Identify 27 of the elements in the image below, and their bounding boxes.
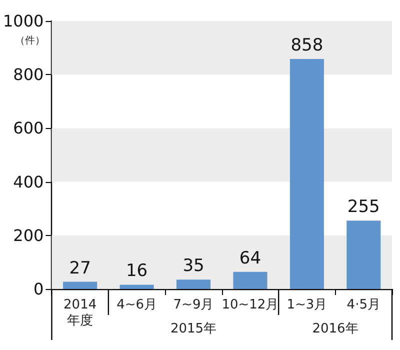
text: 2015年 xyxy=(170,322,217,336)
x-tick-label: 4~6月 xyxy=(116,298,158,312)
y-axis-title: （件） xyxy=(15,36,45,46)
x-tick-label: 2014 年度 xyxy=(64,298,97,328)
data-label: 27 xyxy=(69,258,91,278)
data-label: 255 xyxy=(347,197,380,218)
x-tick-label: 7~9月 xyxy=(173,298,214,312)
y-tick-label: 600 xyxy=(13,118,44,138)
y-tick-label: 1000 xyxy=(3,12,44,30)
x-tick-label: 4·5月 xyxy=(346,298,380,312)
y-tick-label: 200 xyxy=(13,226,44,245)
x-tick-label: 10~12月 xyxy=(222,298,279,312)
bar xyxy=(176,280,211,289)
bar xyxy=(120,284,154,289)
y-tick-label: 800 xyxy=(13,65,44,84)
bar xyxy=(290,59,324,289)
data-label: 16 xyxy=(126,261,148,282)
bar xyxy=(346,220,381,289)
data-label: 858 xyxy=(290,36,324,56)
bar xyxy=(63,282,98,289)
x-tick-label: 1~3月 xyxy=(286,298,328,312)
data-label: 64 xyxy=(239,248,262,268)
data-label: 35 xyxy=(182,256,204,276)
bar xyxy=(233,272,268,289)
y-tick-label: 0 xyxy=(34,280,44,298)
y-tick-label: 400 xyxy=(13,172,44,192)
text: 2016年 xyxy=(312,322,358,336)
